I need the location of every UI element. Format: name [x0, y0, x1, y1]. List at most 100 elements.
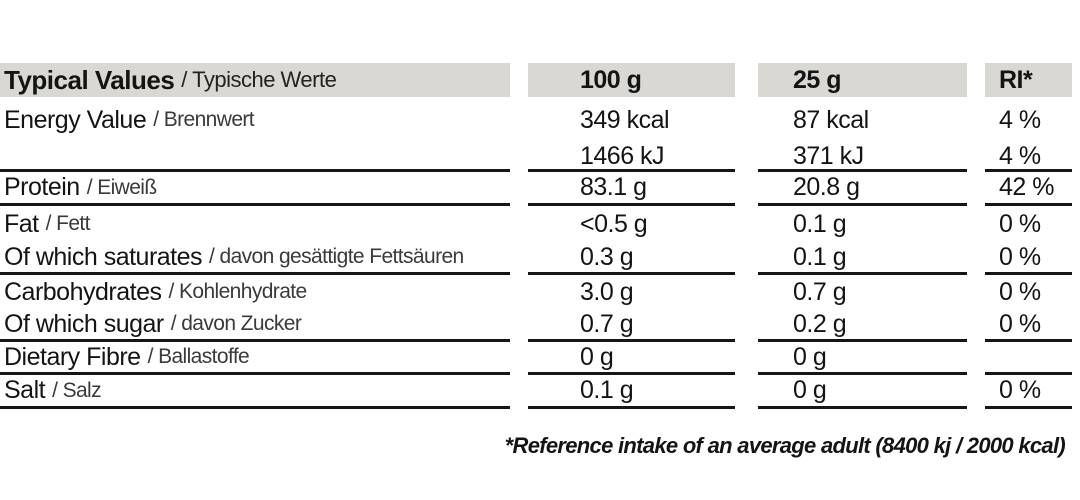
- column-gutter: [510, 309, 528, 342]
- column-gutter: [510, 143, 528, 172]
- column-gutter: [735, 275, 758, 309]
- table-row-salt: Salt / Salz 0.1 g 0 g 0 %: [0, 375, 1072, 409]
- table-row-sugar: Of which sugar / davon Zucker 0.7 g 0.2 …: [0, 309, 1072, 342]
- value-ri: 4 %: [999, 141, 1041, 170]
- cell-ri: 0 %: [985, 206, 1072, 242]
- cell-ri: 4 %: [985, 97, 1072, 143]
- column-gutter: [735, 242, 758, 275]
- table-row-protein: Protein / Eiweiß 83.1 g 20.8 g 42 %: [0, 172, 1072, 206]
- row-label-de: / davon Zucker: [170, 312, 302, 335]
- value-ri: 0 %: [999, 277, 1041, 306]
- cell-100g: 1466 kJ: [528, 142, 735, 172]
- value-ri: 4 %: [999, 105, 1041, 134]
- column-gutter: [735, 206, 758, 242]
- column-gutter: [967, 375, 985, 409]
- row-label-en: Of which saturates: [4, 242, 203, 271]
- header-100g-label: 100 g: [580, 65, 642, 94]
- header-label-de: / Typische Werte: [181, 67, 337, 92]
- cell-ri: 0 %: [985, 309, 1072, 342]
- row-label-de: / Brennwert: [153, 108, 255, 131]
- column-gutter: [735, 143, 758, 172]
- cell-25g: 87 kcal: [758, 97, 967, 143]
- cell-25g: 20.8 g: [758, 172, 967, 206]
- cell-25g: 0 g: [758, 375, 967, 409]
- value-ri: 0 %: [999, 209, 1041, 238]
- row-label: Salt / Salz: [0, 375, 510, 409]
- column-gutter: [735, 63, 758, 97]
- value-ri: 42 %: [999, 173, 1054, 201]
- column-gutter: [510, 242, 528, 275]
- cell-ri: 0 %: [985, 375, 1072, 409]
- value-25g: 0.7 g: [793, 277, 847, 306]
- header-ri-label: RI*: [999, 65, 1033, 94]
- column-gutter: [967, 242, 985, 275]
- value-25g: 87 kcal: [793, 105, 869, 134]
- value-100g: 0 g: [580, 342, 614, 371]
- row-label-de: / Kohlenhydrate: [168, 280, 307, 303]
- cell-ri: 42 %: [985, 172, 1072, 206]
- value-100g: 3.0 g: [580, 277, 634, 306]
- column-gutter: [967, 309, 985, 342]
- column-gutter: [510, 206, 528, 242]
- row-label-de: / davon gesättigte Fettsäuren: [209, 245, 464, 268]
- table-row-energy-kj: 1466 kJ 371 kJ 4 %: [0, 141, 1072, 172]
- row-label-de: / Eiweiß: [86, 175, 157, 199]
- column-gutter: [735, 375, 758, 409]
- column-gutter: [967, 143, 985, 172]
- column-gutter: [967, 342, 985, 375]
- value-ri: 0 %: [999, 242, 1041, 271]
- cell-100g: 0.7 g: [528, 309, 735, 342]
- table-row-saturates: Of which saturates / davon gesättigte Fe…: [0, 242, 1072, 275]
- column-gutter: [967, 97, 985, 143]
- header-label-en: Typical Values: [4, 64, 175, 95]
- row-label-en: Fat: [4, 209, 39, 238]
- header-ri: RI*: [985, 63, 1072, 97]
- value-100g: 0.1 g: [580, 376, 634, 404]
- value-25g: 0 g: [793, 376, 827, 404]
- row-label: Of which sugar / davon Zucker: [0, 309, 510, 342]
- cell-25g: 371 kJ: [758, 142, 967, 172]
- row-label-de: / Salz: [52, 378, 102, 402]
- column-gutter: [967, 206, 985, 242]
- column-gutter: [510, 97, 528, 143]
- value-25g: 0.1 g: [793, 209, 847, 238]
- reference-intake-footnote: *Reference intake of an average adult (8…: [504, 433, 1066, 458]
- row-label: Dietary Fibre / Ballastoffe: [0, 342, 510, 375]
- table-header-row: Typical Values / Typische Werte 100 g 25…: [0, 63, 1072, 97]
- value-25g: 0 g: [793, 342, 827, 371]
- cell-25g: 0.2 g: [758, 309, 967, 342]
- cell-100g: 349 kcal: [528, 97, 735, 143]
- row-label-en: Of which sugar: [4, 309, 164, 338]
- row-label: Fat / Fett: [0, 206, 510, 242]
- cell-100g: 83.1 g: [528, 172, 735, 206]
- cell-ri: 4 %: [985, 141, 1072, 172]
- cell-100g: <0.5 g: [528, 206, 735, 242]
- row-label: Of which saturates / davon gesättigte Fe…: [0, 242, 510, 275]
- cell-100g: 0.1 g: [528, 375, 735, 409]
- table-row-fat: Fat / Fett <0.5 g 0.1 g 0 %: [0, 206, 1072, 242]
- table-row-energy-kcal: Energy Value / Brennwert 349 kcal 87 kca…: [0, 97, 1072, 143]
- value-100g: 0.7 g: [580, 309, 634, 338]
- cell-25g: 0.1 g: [758, 242, 967, 275]
- value-ri: 0 %: [999, 309, 1041, 338]
- column-gutter: [510, 342, 528, 375]
- row-label-en: Protein: [4, 173, 80, 201]
- cell-ri: [985, 342, 1072, 375]
- header-25g-label: 25 g: [793, 65, 842, 94]
- nutrition-table: Typical Values / Typische Werte 100 g 25…: [0, 63, 1072, 409]
- row-label-de: / Fett: [45, 212, 91, 235]
- column-gutter: [967, 63, 985, 97]
- column-gutter: [510, 275, 528, 309]
- header-typical-values: Typical Values / Typische Werte: [0, 63, 510, 97]
- cell-100g: 0.3 g: [528, 242, 735, 275]
- column-gutter: [510, 375, 528, 409]
- column-gutter: [510, 63, 528, 97]
- row-label: Energy Value / Brennwert: [0, 97, 510, 143]
- value-25g: 0.1 g: [793, 242, 847, 271]
- value-25g: 20.8 g: [793, 173, 860, 201]
- cell-25g: 0 g: [758, 342, 967, 375]
- row-label: [0, 143, 510, 172]
- column-gutter: [735, 97, 758, 143]
- column-gutter: [967, 172, 985, 206]
